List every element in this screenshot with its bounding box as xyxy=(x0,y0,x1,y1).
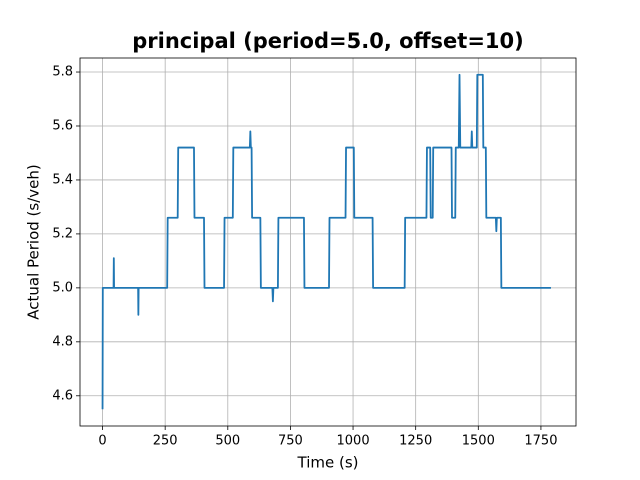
x-tick-label: 1250 xyxy=(399,434,432,449)
x-tick-label: 500 xyxy=(215,434,240,449)
y-tick-label: 4.6 xyxy=(52,388,73,403)
x-tick-label: 0 xyxy=(98,434,106,449)
x-tick-label: 1750 xyxy=(524,434,557,449)
y-tick-label: 5.6 xyxy=(52,118,73,133)
plot-frame xyxy=(79,57,577,427)
x-tick-label: 750 xyxy=(278,434,303,449)
chart-title: principal (period=5.0, offset=10) xyxy=(132,29,524,53)
x-tick-label: 1000 xyxy=(337,434,370,449)
data-line xyxy=(101,73,551,410)
x-tick-label: 1500 xyxy=(462,434,495,449)
y-axis-label: Actual Period (s/veh) xyxy=(25,164,43,320)
y-tick-label: 5.4 xyxy=(52,172,73,187)
y-tick-label: 5.2 xyxy=(52,226,73,241)
y-tick-label: 4.8 xyxy=(52,334,73,349)
y-tick-label: 5.0 xyxy=(52,280,73,295)
x-axis-label: Time (s) xyxy=(297,454,359,472)
y-tick-label: 5.8 xyxy=(52,65,73,80)
x-tick-label: 250 xyxy=(153,434,178,449)
